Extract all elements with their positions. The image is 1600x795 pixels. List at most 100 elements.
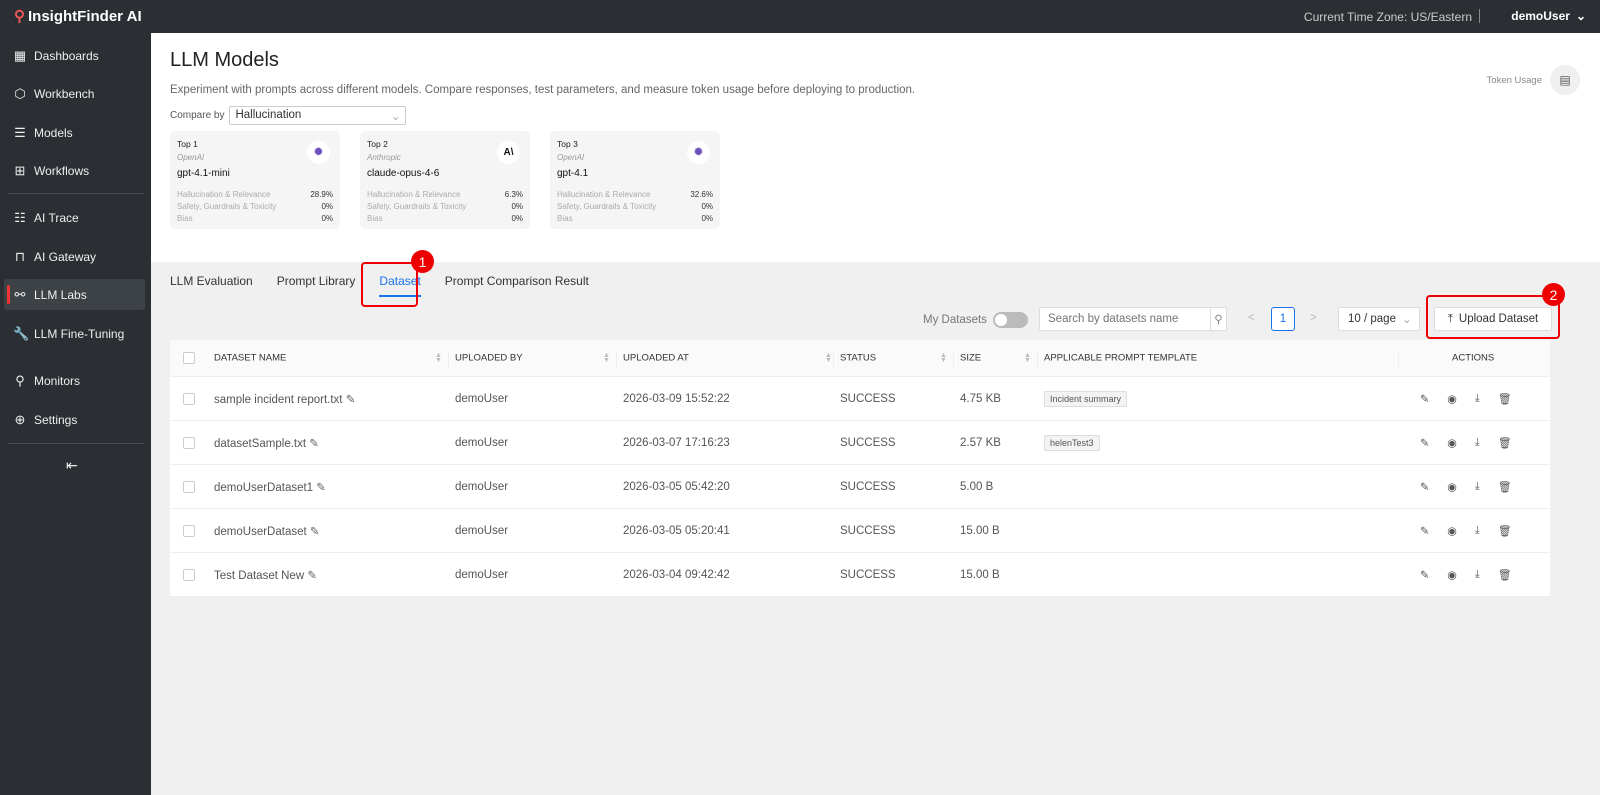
edit-icon[interactable]: ✎	[1420, 569, 1430, 581]
tab-prompt-library[interactable]: Prompt Library	[276, 274, 356, 288]
model-name: gpt-4.1-mini	[177, 168, 230, 179]
column-header[interactable]: UPLOADED BY	[455, 352, 523, 364]
edit-icon[interactable]: ✎	[1420, 481, 1430, 493]
search-icon[interactable]: ⚲	[1210, 308, 1226, 330]
sidebar-item-ai-gateway[interactable]: ⊓ AI Gateway	[4, 241, 145, 272]
row-actions: ✎ ◉ ⤓ 🗑	[1420, 568, 1512, 581]
delete-icon[interactable]: 🗑	[1497, 525, 1512, 537]
delete-icon[interactable]: 🗑	[1497, 393, 1512, 405]
row-checkbox[interactable]	[183, 392, 195, 405]
prev-page-button[interactable]: <	[1248, 312, 1255, 324]
edit-name-icon[interactable]: ✎	[307, 569, 317, 582]
model-name: gpt-4.1	[557, 168, 589, 179]
column-header[interactable]: SIZE	[960, 352, 982, 364]
download-icon[interactable]: ⤓	[1474, 392, 1480, 404]
edit-name-icon[interactable]: ✎	[309, 437, 319, 450]
uploaded-by: demoUser	[455, 480, 509, 493]
metric-row: Bias 0%	[367, 214, 523, 223]
sort-icon[interactable]: ▲ ▼	[603, 352, 610, 364]
column-header[interactable]: STATUS	[840, 352, 877, 364]
model-card[interactable]: Top 3 OpenAI gpt-4.1 ✺ Hallucination & Relev…	[550, 131, 720, 229]
table-row: demoUserDataset1 ✎ demoUser 2026-03-05 0…	[170, 465, 1550, 509]
gateway-icon: ⊓	[14, 248, 26, 264]
sidebar: ⇤ ▦ Dashboards ⬡ Workbench ☰ Models ⊞ Workflows…	[0, 33, 151, 795]
download-icon[interactable]: ⤓	[1474, 480, 1480, 492]
view-icon[interactable]: ◉	[1447, 393, 1457, 405]
sort-icon[interactable]: ▲ ▼	[1024, 352, 1031, 364]
column-divider	[448, 350, 449, 367]
metric-row: Hallucination & Relevance 6.3%	[367, 190, 523, 199]
sidebar-item-label: Settings	[34, 412, 78, 427]
sidebar-item-workbench[interactable]: ⬡ Workbench	[4, 78, 145, 109]
sidebar-item-llm-labs[interactable]: ⚯ LLM Labs	[4, 279, 145, 310]
prompt-template-tag: helenTest3	[1044, 434, 1100, 451]
delete-icon[interactable]: 🗑	[1497, 569, 1512, 581]
token-usage[interactable]: Token Usage ▤	[1487, 65, 1580, 95]
delete-icon[interactable]: 🗑	[1497, 481, 1512, 493]
next-page-button[interactable]: >	[1310, 312, 1317, 324]
sidebar-item-models[interactable]: ☰ Models	[4, 117, 145, 148]
edit-name-icon[interactable]: ✎	[316, 481, 326, 494]
sidebar-item-label: LLM Fine-Tuning	[34, 326, 125, 341]
view-icon[interactable]: ◉	[1447, 481, 1457, 493]
row-checkbox[interactable]	[183, 436, 195, 449]
my-datasets-toggle[interactable]	[992, 312, 1028, 328]
model-card[interactable]: Top 1 OpenAI gpt-4.1-mini ✺ Hallucination & …	[170, 131, 340, 229]
sidebar-item-llm-fine-tuning[interactable]: 🔧 LLM Fine-Tuning	[4, 318, 145, 349]
upload-dataset-button[interactable]: ⤒ Upload Dataset	[1434, 307, 1552, 331]
edit-name-icon[interactable]: ✎	[345, 393, 356, 406]
sidebar-item-settings[interactable]: ⊕ Settings	[4, 404, 145, 435]
edit-icon[interactable]: ✎	[1420, 437, 1430, 449]
dataset-name: demoUserDataset1 ✎	[214, 481, 326, 494]
tab-prompt-comparison-result[interactable]: Prompt Comparison Result	[444, 274, 589, 288]
logo[interactable]: ⚲ InsightFinder AI	[14, 7, 142, 26]
delete-icon[interactable]: 🗑	[1497, 437, 1512, 449]
tab-llm-evaluation[interactable]: LLM Evaluation	[170, 274, 253, 288]
sidebar-item-monitors[interactable]: ⚲ Monitors	[4, 365, 145, 396]
workflow-icon: ⊞	[14, 162, 26, 178]
metric-row: Bias 0%	[557, 214, 713, 223]
view-icon[interactable]: ◉	[1447, 569, 1457, 581]
row-checkbox[interactable]	[183, 524, 195, 537]
compare-select[interactable]: Hallucination ⌄	[229, 106, 407, 125]
page-1-button[interactable]: 1	[1271, 307, 1295, 331]
status: SUCCESS	[840, 436, 896, 449]
datasets-table: DATASET NAME ▲ ▼ UPLOADED BY ▲ ▼ UPLOADED AT ▲ ▼…	[170, 340, 1550, 597]
edit-icon[interactable]: ✎	[1420, 393, 1430, 405]
sidebar-item-label: Monitors	[34, 373, 81, 388]
edit-name-icon[interactable]: ✎	[309, 525, 320, 538]
select-all-checkbox[interactable]	[183, 352, 195, 364]
column-header[interactable]: UPLOADED AT	[623, 352, 689, 364]
view-icon[interactable]: ◉	[1447, 525, 1457, 537]
collapse-sidebar-icon[interactable]: ⇤	[66, 457, 78, 473]
row-checkbox[interactable]	[183, 568, 195, 581]
sidebar-item-dashboards[interactable]: ▦ Dashboards	[4, 40, 145, 71]
sidebar-item-ai-trace[interactable]: ☷ AI Trace	[4, 202, 145, 233]
status: SUCCESS	[840, 392, 896, 405]
column-divider	[1037, 350, 1038, 367]
download-icon[interactable]: ⤓	[1474, 568, 1480, 580]
search-input[interactable]	[1040, 308, 1210, 330]
sort-icon[interactable]: ▲ ▼	[940, 352, 947, 364]
sidebar-item-label: Workbench	[34, 86, 95, 101]
column-header[interactable]: DATASET NAME	[214, 352, 287, 364]
row-checkbox[interactable]	[183, 480, 195, 493]
model-card[interactable]: Top 2 Anthropic claude-opus-4-6 A\ Hallucina…	[360, 131, 530, 229]
user-menu[interactable]: demoUser ⌄	[1511, 9, 1586, 23]
sidebar-item-workflows[interactable]: ⊞ Workflows	[4, 155, 145, 186]
view-icon[interactable]: ◉	[1447, 437, 1457, 449]
tab-dataset[interactable]: Dataset	[379, 270, 421, 297]
row-actions: ✎ ◉ ⤓ 🗑	[1420, 436, 1512, 449]
size: 15.00 B	[960, 524, 1000, 537]
page-header: LLM Models Experiment with prompts acros…	[151, 33, 1600, 262]
edit-icon[interactable]: ✎	[1420, 525, 1430, 537]
dataset-name: datasetSample.txt ✎	[214, 437, 319, 450]
page-size-select[interactable]: 10 / page ⌄	[1338, 307, 1420, 331]
download-icon[interactable]: ⤓	[1474, 524, 1480, 536]
table-row: demoUserDataset ✎ demoUser 2026-03-05 05…	[170, 509, 1550, 553]
column-divider	[953, 350, 954, 367]
download-icon[interactable]: ⤓	[1474, 436, 1480, 448]
sort-icon[interactable]: ▲ ▼	[825, 352, 832, 364]
model-name: claude-opus-4-6	[367, 168, 440, 179]
sort-icon[interactable]: ▲ ▼	[435, 352, 442, 364]
